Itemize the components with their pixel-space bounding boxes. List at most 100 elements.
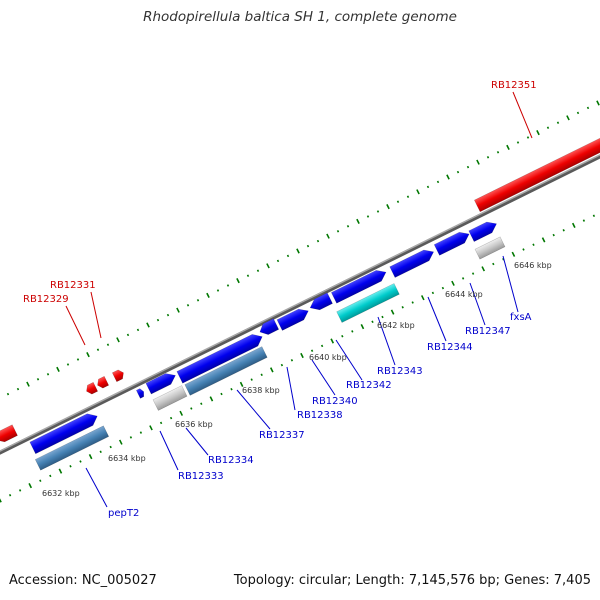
leader-line [85,467,108,508]
gene-label-rb12343[interactable]: RB12343 [377,366,423,377]
gene-label-rb12342[interactable]: RB12342 [346,380,392,391]
minor-tick [546,126,550,129]
minor-tick [310,349,314,352]
minor-tick [556,121,560,124]
gene-label-rb12338[interactable]: RB12338 [297,410,343,421]
topology-summary: Topology: circular; Length: 7,145,576 bp… [233,573,591,588]
pseudo-fxsa [474,236,506,260]
gene-label-rb12334[interactable]: RB12334 [208,455,254,466]
major-tick [116,337,120,343]
major-tick [58,468,63,474]
minor-tick [190,407,193,410]
minor-tick [406,195,410,198]
minor-tick [6,392,10,396]
minor-tick [156,318,160,322]
minor-tick [532,243,535,246]
minor-tick [286,254,290,258]
major-tick [476,159,480,165]
minor-tick [18,489,22,492]
gene-label-pept2[interactable]: pepT2 [108,508,139,519]
minor-tick [79,460,82,463]
minor-tick [461,277,465,280]
kbp-label: 6646 kbp [514,261,552,270]
gene-pept2-arrow [29,413,98,455]
minor-tick [471,272,475,275]
kbp-label: 6638 kbp [242,386,280,395]
gene-edge-left [0,424,18,443]
major-tick [28,483,33,489]
major-tick [300,352,304,359]
inner-tick-track [0,214,596,503]
gene-label-rb12347[interactable]: RB12347 [465,326,511,337]
outer-tick-track [6,100,600,396]
minor-tick [99,450,102,454]
gene-label-rb12340[interactable]: RB12340 [312,396,358,407]
major-tick [511,251,516,257]
minor-tick [49,474,52,478]
major-tick [266,263,270,269]
gene-small-arrow [135,388,145,399]
minor-tick [552,233,555,237]
minor-tick [250,378,253,381]
leader-line [90,291,102,339]
minor-tick [256,269,260,272]
major-tick [386,204,390,210]
major-tick [0,497,2,503]
minor-tick [106,343,110,346]
minor-tick [230,387,233,391]
major-tick [86,352,90,358]
minor-tick [401,306,404,309]
minor-tick [166,313,170,317]
minor-tick [341,334,344,338]
major-tick [146,322,150,328]
minor-tick [492,262,495,266]
genome-backbone [0,154,600,455]
major-tick [571,222,576,228]
minor-tick [381,315,384,319]
gene-label-rb12351[interactable]: RB12351 [491,80,537,91]
gene-rb12329-a [86,381,99,395]
minor-tick [159,421,163,425]
major-tick [356,218,360,224]
major-tick [176,307,180,313]
gene-label-rb12329[interactable]: RB12329 [23,294,69,305]
major-tick [360,324,365,330]
gene-rb12340-arrow [276,308,309,331]
minor-tick [246,274,250,277]
minor-tick [316,239,320,243]
gene-labels: RB12351 RB12331 RB12329 fxsA RB12347 RB12344 R… [23,80,537,519]
minor-tick [46,373,50,376]
gene-label-rb12333[interactable]: RB12333 [178,471,224,482]
gene-label-fxsa[interactable]: fxsA [510,312,532,323]
major-tick [420,295,425,301]
gene-label-rb12344[interactable]: RB12344 [427,342,473,353]
minor-tick [411,301,414,304]
gene-label-rb12337[interactable]: RB12337 [259,430,305,441]
minor-tick [486,156,490,159]
cds-pept2 [34,425,110,471]
minor-tick [216,289,220,292]
leader-line [335,339,363,381]
minor-tick [169,416,173,420]
leader-line [469,282,486,326]
minor-tick [456,170,460,174]
minor-tick [196,299,200,302]
major-tick [481,266,486,272]
minor-tick [371,320,374,324]
minor-tick [8,493,12,497]
major-tick [26,381,30,387]
minor-tick [226,284,230,287]
label-leader-lines [65,91,533,508]
major-tick [118,439,123,445]
minor-tick [396,200,400,203]
kbp-label: 6632 kbp [42,489,80,498]
kbp-label: 6636 kbp [175,420,213,429]
major-tick [416,189,420,195]
major-tick [326,233,330,239]
leader-line [159,430,179,471]
major-tick [149,425,153,431]
minor-tick [36,378,40,381]
pseudo-rb12334 [152,385,188,411]
gene-label-rb12331[interactable]: RB12331 [50,280,96,291]
major-tick [506,144,510,150]
